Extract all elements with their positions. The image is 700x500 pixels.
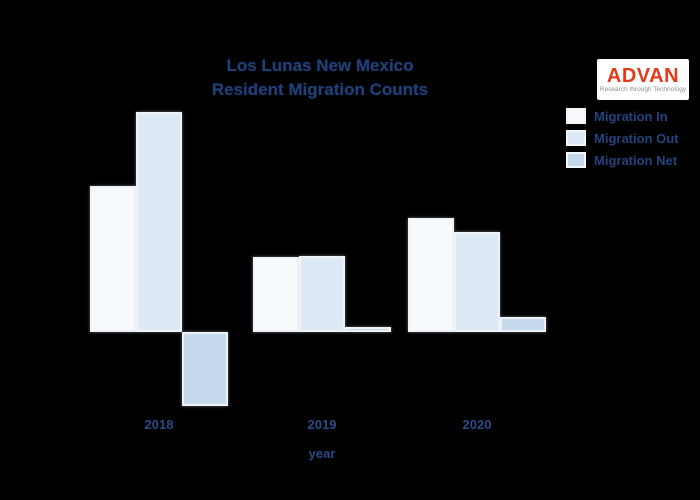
x-tick-2019: 2019 [307, 417, 337, 432]
x-tick-2018: 2018 [144, 417, 174, 432]
bar-migration-net-2020[interactable] [500, 317, 546, 332]
bar-migration-net-2018[interactable] [182, 332, 228, 406]
bar-migration-out-2018[interactable] [136, 112, 182, 332]
legend-swatch-migration-in [566, 108, 586, 124]
legend: Migration In Migration Out Migration Net [566, 105, 679, 171]
bar-migration-in-2018[interactable] [90, 186, 136, 332]
x-tick-2020: 2020 [462, 417, 492, 432]
bar-migration-out-2019[interactable] [299, 256, 345, 332]
chart-title-line1: Los Lunas New Mexico [226, 56, 414, 75]
legend-label-migration-out: Migration Out [594, 130, 679, 146]
advan-logo-text: ADVAN [606, 64, 680, 87]
chart-title-line2: Resident Migration Counts [211, 80, 429, 99]
chart-title: Los Lunas New Mexico Resident Migration … [0, 54, 640, 102]
bar-migration-out-2020[interactable] [454, 232, 500, 332]
legend-label-migration-in: Migration In [594, 108, 668, 124]
legend-item-migration-net[interactable]: Migration Net [566, 149, 679, 171]
legend-swatch-migration-out [566, 130, 586, 146]
legend-item-migration-out[interactable]: Migration Out [566, 127, 679, 149]
advan-logo-tagline: Research through Technology [599, 85, 687, 93]
legend-swatch-migration-net [566, 152, 586, 168]
legend-label-migration-net: Migration Net [594, 152, 678, 168]
advan-logo: ADVAN Research through Technology [597, 59, 689, 100]
x-axis-title: year [308, 446, 336, 461]
bar-migration-in-2019[interactable] [253, 257, 299, 332]
legend-item-migration-in[interactable]: Migration In [566, 105, 679, 127]
bar-migration-in-2020[interactable] [408, 218, 454, 332]
bar-migration-net-2019[interactable] [345, 327, 391, 332]
